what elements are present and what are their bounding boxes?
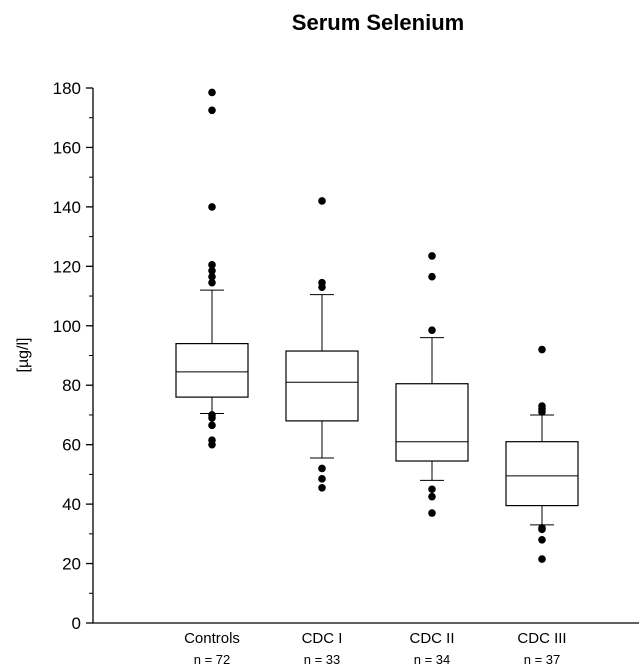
sample-size-label: n = 37 — [524, 652, 561, 667]
y-tick-label: 40 — [62, 495, 81, 514]
box-group-controls — [175, 88, 249, 449]
y-tick-label: 0 — [72, 614, 81, 633]
outlier-point — [208, 278, 216, 287]
outlier-point — [208, 266, 216, 275]
outlier-point — [538, 524, 546, 532]
outlier-point — [428, 272, 436, 281]
y-tick-label: 120 — [53, 257, 81, 276]
y-tick-label: 160 — [53, 138, 81, 157]
y-tick-label: 140 — [53, 198, 81, 217]
category-label: CDC III — [517, 630, 566, 647]
iqr-box — [505, 441, 579, 507]
y-tick-label: 60 — [62, 436, 81, 455]
outlier-point — [428, 252, 436, 260]
y-tick-label: 180 — [53, 79, 81, 98]
outlier-point — [538, 345, 546, 354]
sample-size-label: n = 33 — [304, 652, 341, 667]
iqr-box — [395, 383, 469, 462]
outlier-point — [208, 272, 216, 281]
outlier-point — [428, 326, 436, 335]
category-label: CDC I — [302, 630, 343, 647]
outlier-point — [318, 475, 326, 483]
category-label: CDC II — [410, 630, 455, 647]
outlier-point — [208, 261, 216, 269]
outlier-point — [208, 106, 216, 115]
y-tick-label: 20 — [62, 555, 81, 574]
outlier-point — [208, 421, 216, 430]
outlier-point — [208, 436, 216, 445]
iqr-box — [285, 350, 359, 422]
iqr-box — [175, 343, 249, 398]
outlier-point — [208, 88, 216, 97]
outlier-point — [428, 485, 436, 494]
category-label: Controls — [184, 630, 240, 647]
y-tick-label: 80 — [62, 376, 81, 395]
y-axis-label: [µg/l] — [15, 337, 32, 372]
y-tick-label: 100 — [53, 317, 81, 336]
chart-title: Serum Selenium — [292, 10, 464, 35]
sample-size-label: n = 72 — [194, 652, 231, 667]
category-labels: Controls n = 72 CDC I n = 33 CDC II n = 34 CDC… — [184, 630, 567, 667]
outlier-point — [538, 535, 546, 544]
sample-size-label: n = 34 — [414, 652, 451, 667]
box-group-cdc-iii — [505, 345, 579, 563]
outlier-point — [318, 197, 326, 205]
outlier-point — [318, 483, 326, 492]
outlier-point — [208, 411, 216, 419]
box-group-cdc-ii — [395, 252, 469, 517]
outlier-point — [428, 509, 436, 517]
outlier-point — [318, 464, 326, 473]
outlier-point — [538, 402, 546, 410]
outlier-point — [318, 278, 326, 287]
outlier-point — [428, 492, 436, 501]
outlier-point — [208, 203, 216, 211]
box-group-cdc-i — [285, 197, 359, 492]
box-plot-groups — [175, 88, 579, 563]
y-axis-ticks: 0 20 40 60 80 100 120 140 160 180 — [53, 79, 93, 633]
outlier-point — [538, 555, 546, 563]
